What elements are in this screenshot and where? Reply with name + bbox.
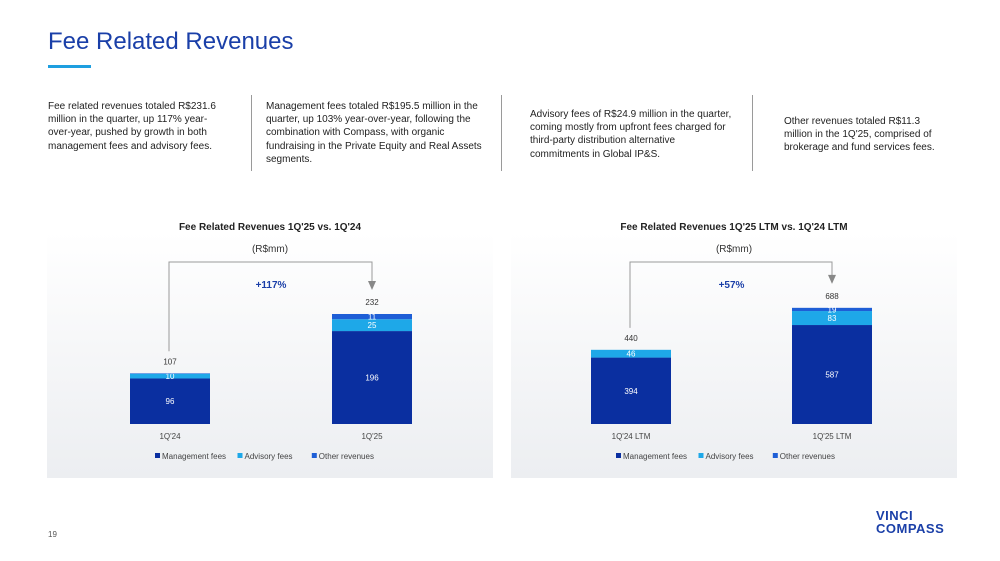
- commentary-line: million in the quarter, up 117% year-: [48, 114, 208, 126]
- chart-panel-ltm: [511, 232, 957, 478]
- total-label: 688: [825, 292, 839, 301]
- legend-swatch: [616, 453, 621, 458]
- bar-segment: [591, 357, 671, 424]
- page-number: 19: [48, 530, 57, 539]
- bar-segment: [332, 314, 412, 320]
- bar-segment: [332, 319, 412, 332]
- commentary-line: coming mostly from upfront fees charged …: [530, 122, 726, 134]
- data-label: 83: [828, 314, 837, 323]
- legend-label: Other revenues: [319, 452, 374, 461]
- legend-swatch: [311, 453, 317, 458]
- data-label: 587: [825, 371, 839, 380]
- legend-swatch: [155, 453, 160, 458]
- commentary-other: Other revenues totaled R$11.3 million in…: [784, 115, 964, 155]
- x-tick-label: 1Q'25 LTM: [813, 432, 852, 441]
- chart-subtitle: (R$mm): [251, 244, 289, 255]
- legend-swatch: [237, 453, 243, 458]
- logo-line: VINCI: [876, 508, 914, 523]
- legend-label: Advisory fees: [245, 452, 293, 461]
- growth-label: +57%: [719, 280, 745, 291]
- bar-segment: [332, 331, 412, 424]
- column-divider: [251, 95, 252, 171]
- growth-connector: [629, 261, 833, 328]
- x-tick-label: 1Q'24: [159, 432, 181, 441]
- legend-label: Other revenues: [780, 452, 835, 461]
- growth-arrowhead: [368, 281, 376, 290]
- data-label: 25: [368, 321, 377, 330]
- bar-segment: [130, 378, 210, 424]
- commentary-line: Management fees totaled R$195.5 million …: [266, 101, 478, 112]
- commentary-advisory: Advisory fees of R$24.9 million in the q…: [530, 108, 740, 161]
- commentary-total: Fee related revenues totaled R$231.6 mil…: [48, 100, 238, 153]
- data-label: 46: [627, 350, 636, 359]
- legend-swatch: [772, 453, 778, 458]
- legend-label: Advisory fees: [706, 452, 754, 461]
- chart-title: Fee Related Revenues 1Q'25 vs. 1Q'24: [178, 222, 362, 233]
- growth-label: +117%: [256, 280, 287, 291]
- commentary-line: segments.: [266, 153, 313, 165]
- logo-line: COMPASS: [876, 521, 945, 536]
- bar-segment: [591, 349, 671, 358]
- bar-segment: [792, 325, 872, 424]
- column-divider: [752, 95, 753, 171]
- vinci-compass-logo: VINCI COMPASS: [876, 509, 944, 535]
- commentary-line: quarter, up 103% year-over-year, followi…: [266, 114, 471, 126]
- data-label: 11: [368, 313, 377, 322]
- legend-label: Management fees: [623, 452, 687, 461]
- commentary-line: commitments in Global IP&S.: [530, 148, 661, 160]
- x-tick-label: 1Q'24 LTM: [612, 432, 651, 441]
- commentary-line: brokerage and fund services fees.: [784, 142, 935, 154]
- bar-segment: [792, 311, 872, 326]
- growth-arrowhead: [828, 274, 836, 284]
- commentary-management: Management fees totaled R$195.5 million …: [266, 100, 491, 166]
- title-accent-rule: [48, 65, 91, 68]
- column-divider: [501, 95, 502, 171]
- data-label: 394: [624, 387, 638, 396]
- total-label: 440: [624, 334, 638, 343]
- commentary-line: management fees and advisory fees.: [48, 140, 212, 152]
- bar-segment: [792, 307, 872, 312]
- chart-subtitle: (R$mm): [715, 244, 753, 255]
- commentary-line: fundraising in the Private Equity and Re…: [266, 140, 482, 152]
- commentary-line: third-party distribution alternative: [530, 135, 676, 147]
- commentary-line: Other revenues totaled R$11.3: [784, 116, 921, 127]
- data-label: 19: [828, 305, 837, 314]
- page-title: Fee Related Revenues: [48, 28, 294, 55]
- data-label: 10: [166, 372, 175, 381]
- x-tick-label: 1Q'25: [361, 432, 383, 441]
- total-label: 232: [365, 298, 379, 307]
- data-label: 96: [166, 397, 175, 406]
- legend-swatch: [698, 453, 704, 458]
- commentary-line: million in the 1Q'25, comprised of: [784, 129, 932, 141]
- data-label: 196: [365, 374, 379, 383]
- commentary-line: combination with Compass, with organic: [266, 127, 445, 139]
- growth-connector: [168, 261, 373, 352]
- commentary-line: Advisory fees of R$24.9 million in the q…: [530, 109, 732, 120]
- chart-panel-quarter: [47, 232, 493, 478]
- total-label: 107: [163, 357, 177, 366]
- chart-title: Fee Related Revenues 1Q'25 LTM vs. 1Q'24…: [620, 222, 848, 233]
- legend-label: Management fees: [162, 452, 226, 461]
- commentary-line: over-year, pushed by growth in both: [48, 127, 207, 139]
- bar-segment: [130, 373, 210, 379]
- commentary-line: Fee related revenues totaled R$231.6: [48, 101, 216, 112]
